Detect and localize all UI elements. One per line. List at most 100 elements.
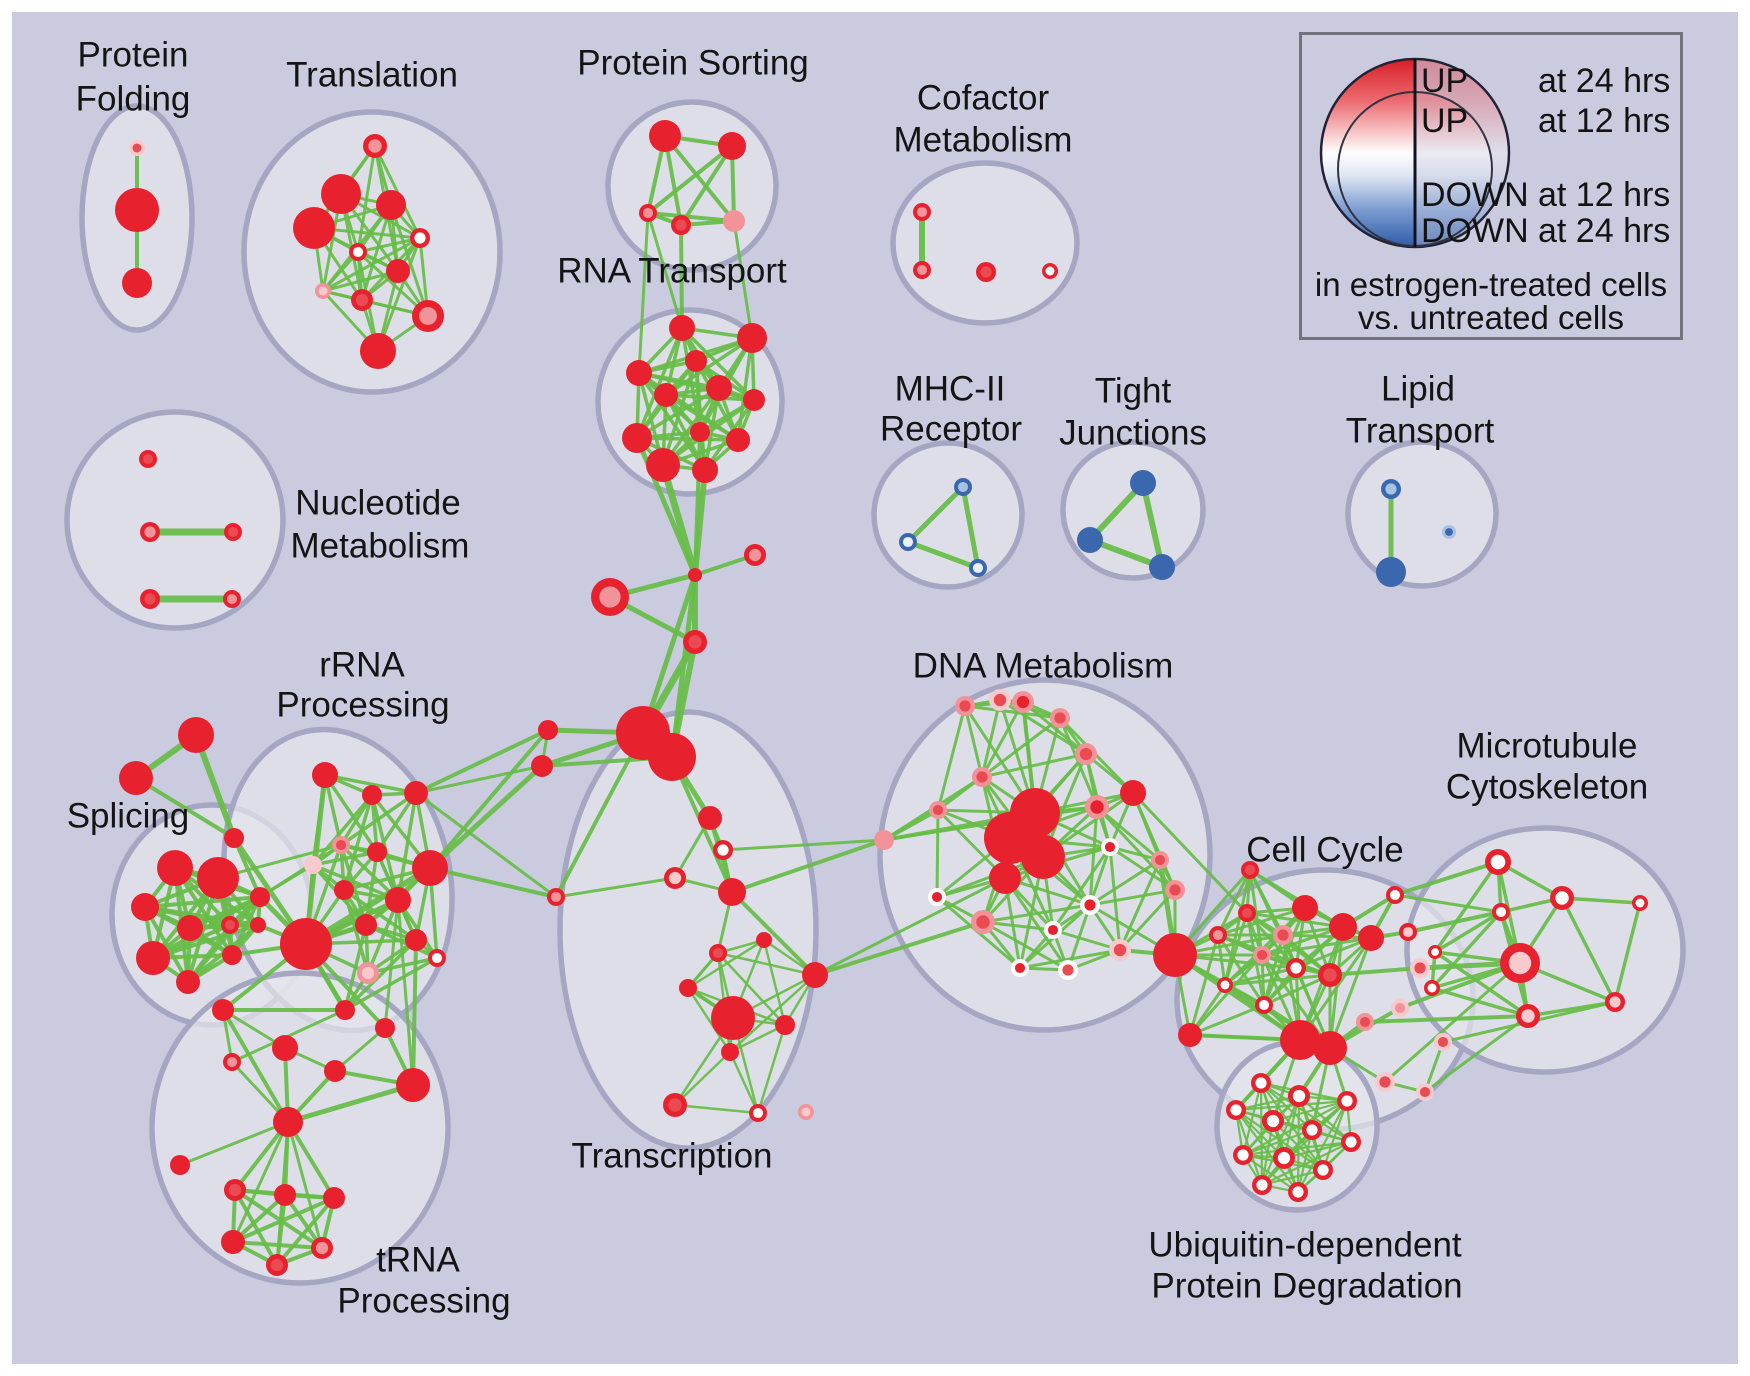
node-core [1437, 1036, 1449, 1048]
edge [1398, 961, 1522, 1010]
node-core [995, 823, 1025, 853]
legend-time-12: at 12 hrs [1538, 102, 1671, 140]
edge [1328, 966, 1422, 977]
edge [680, 326, 756, 402]
edge [1216, 933, 1266, 1007]
node-core [959, 700, 971, 712]
edge [693, 430, 702, 577]
node-core [724, 884, 740, 900]
edge [186, 895, 262, 984]
node-core [254, 891, 266, 903]
legend-time-24: at 24 hrs [1538, 62, 1671, 100]
node-core [801, 1107, 811, 1117]
cluster-label-nucleotide-metabolism: Nucleotide [295, 483, 460, 522]
edge [1018, 948, 1122, 970]
node-core [227, 526, 239, 538]
edge [233, 1188, 324, 1250]
edge [646, 144, 734, 215]
edge [1095, 805, 1162, 862]
edge [663, 134, 736, 223]
cluster-label-protein-folding: Folding [76, 79, 191, 118]
edge [1433, 950, 1530, 1018]
node-core [675, 219, 687, 231]
node-core [302, 216, 326, 240]
edge [732, 219, 754, 340]
edge [1560, 896, 1617, 1004]
node-core [403, 1075, 423, 1095]
edge [1003, 876, 1070, 972]
node-core [724, 1046, 736, 1058]
node-core [1290, 962, 1302, 974]
edge [1118, 858, 1162, 952]
edge [1216, 868, 1252, 937]
edge [813, 876, 1007, 977]
edge [311, 850, 379, 867]
cluster-label-translation: Translation [286, 55, 458, 94]
node-core [747, 393, 761, 407]
edge [1088, 888, 1177, 907]
node-core [390, 892, 406, 908]
edge [673, 1103, 760, 1115]
legend-time-down-12: at 12 hrs [1538, 176, 1671, 214]
edge [231, 1120, 290, 1244]
node-core [1212, 929, 1224, 941]
node-core [1363, 930, 1379, 946]
node-core [226, 593, 238, 605]
node-core [1255, 1077, 1267, 1089]
edge [669, 572, 698, 760]
node-core [1256, 1179, 1268, 1191]
cluster-label-cofactor-metabolism: Cofactor [917, 78, 1050, 117]
node-core [1323, 968, 1337, 982]
legend-caption-line1: in estrogen-treated cells [1314, 266, 1668, 303]
node-core [1495, 906, 1507, 918]
legend-glyph-outer-left [1321, 59, 1415, 247]
edge [1281, 933, 1373, 940]
node-core [226, 1056, 238, 1068]
cluster-ellipse-cofactor-metabolism [890, 160, 1080, 326]
node-core [431, 952, 443, 964]
edge [1241, 1128, 1314, 1157]
node-core [1445, 528, 1453, 536]
node-core [144, 526, 156, 538]
node-core [277, 1040, 293, 1056]
node-core [307, 859, 319, 871]
edge [980, 752, 1088, 779]
node-core [352, 246, 364, 258]
node-core [724, 138, 740, 154]
cluster-label-protein-folding: Protein [78, 35, 189, 74]
edge [1108, 845, 1122, 952]
edge [635, 386, 721, 440]
edge [396, 791, 418, 902]
node-core [1113, 943, 1127, 957]
node-core [1244, 864, 1256, 876]
edge [1260, 925, 1345, 957]
node-core [1125, 785, 1141, 801]
edge [1188, 1003, 1266, 1037]
node-core [279, 1113, 297, 1131]
edge [396, 898, 415, 1087]
node-core [878, 834, 890, 846]
node-core [419, 307, 437, 325]
cluster-ellipse-transcription [557, 709, 819, 1151]
edge [646, 211, 736, 223]
cluster-label-rrna-processing: Processing [276, 685, 449, 724]
node-core [1084, 899, 1096, 911]
edge [143, 895, 262, 909]
edge [664, 336, 754, 397]
edge [635, 326, 684, 440]
cluster-label-mhc-ii-receptor: MHC-II [895, 369, 1006, 408]
node-core [382, 196, 400, 214]
node-core [976, 771, 988, 783]
node-core [206, 866, 230, 890]
edge [1241, 1140, 1353, 1157]
edge [756, 1023, 787, 1115]
node-core [627, 717, 659, 749]
edge [730, 890, 817, 977]
node-core [711, 380, 727, 396]
node-core [1335, 919, 1351, 935]
node-core [317, 767, 333, 783]
edge [232, 836, 262, 899]
edge [1294, 936, 1373, 970]
edge [686, 986, 732, 1054]
edge [233, 1188, 279, 1267]
